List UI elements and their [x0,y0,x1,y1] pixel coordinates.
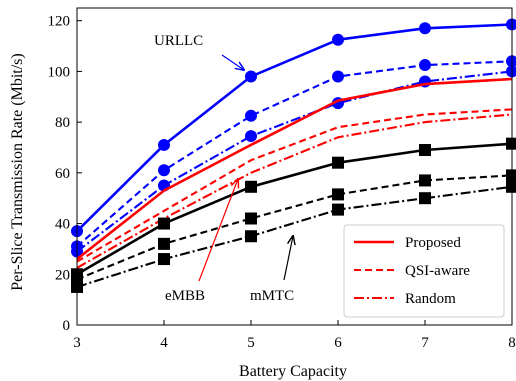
data-point-urllc-qsi-aware [332,70,344,83]
data-point-mmtc-qsi-aware [419,174,431,187]
annotation-embb: eMBB [165,288,205,304]
legend-label-proposed: Proposed [405,235,461,251]
series-urllc-proposed [71,18,516,238]
series-embb-proposed [76,77,513,261]
x-axis-label: Battery Capacity [239,363,347,380]
x-tick-label: 3 [73,335,81,351]
y-axis-ticks: 0 20 40 60 80 100 120 [48,14,82,334]
y-tick-label: 100 [48,64,71,80]
y-tick-label: 20 [55,267,70,283]
data-point-urllc-qsi-aware [245,109,257,122]
annotation-urllc-arrow [221,54,244,70]
legend: Proposed QSI-aware Random [343,224,505,318]
series-line-embb-proposed [76,77,513,261]
data-point-urllc-random [506,65,516,78]
data-point-mmtc-random [419,192,431,205]
annotation-mmtc-arrow [283,236,293,281]
annotation-urllc: URLLC [154,33,203,49]
data-point-urllc-proposed [419,22,431,35]
y-tick-label: 120 [48,14,71,30]
y-tick-label: 0 [63,318,71,334]
plot-frame [76,7,513,326]
data-point-mmtc-random [332,203,344,216]
series-line-urllc-proposed [76,23,513,233]
annotation-embb-arrow [198,179,238,282]
data-point-mmtc-proposed [419,144,431,157]
data-point-urllc-proposed [158,138,170,151]
series-layer [71,18,516,293]
annotation-mmtc: mMTC [250,288,294,304]
series-line-embb-qsi-aware [76,108,513,263]
data-point-mmtc-proposed [332,156,344,169]
legend-label-random: Random [405,291,456,307]
series-line-urllc-qsi-aware [76,60,513,248]
data-point-mmtc-proposed [158,217,170,230]
data-point-urllc-proposed [245,70,257,83]
legend-label-qsi-aware: QSI-aware [405,263,470,279]
data-point-urllc-qsi-aware [506,55,516,68]
data-point-urllc-proposed [506,18,516,31]
legend-box [343,224,505,318]
y-tick-label: 40 [55,217,70,233]
series-line-mmtc-qsi-aware [76,174,513,281]
x-tick-label: 6 [334,335,342,351]
series-line-mmtc-random [76,185,513,288]
series-line-urllc-random [76,70,513,253]
data-point-mmtc-random [506,180,516,193]
data-point-mmtc-random [158,253,170,266]
y-axis-label: Per-Slice Transmission Rate (Mbit/s) [9,53,26,290]
data-point-mmtc-qsi-aware [245,212,257,225]
data-point-mmtc-qsi-aware [158,237,170,250]
data-point-urllc-qsi-aware [419,59,431,72]
data-point-mmtc-proposed [245,180,257,193]
data-point-urllc-random [245,130,257,143]
data-point-mmtc-random [245,230,257,243]
series-line-mmtc-proposed [76,142,513,276]
x-tick-label: 8 [508,335,516,351]
data-point-mmtc-qsi-aware [506,169,516,182]
data-point-urllc-proposed [332,33,344,46]
series-embb-qsi-aware [76,108,513,263]
y-tick-label: 60 [55,166,70,182]
data-point-urllc-qsi-aware [158,164,170,177]
x-tick-label: 4 [160,335,168,351]
y-tick-label: 80 [55,115,70,131]
data-point-mmtc-qsi-aware [332,188,344,201]
x-tick-label: 5 [247,335,255,351]
x-tick-label: 7 [421,335,429,351]
data-point-mmtc-proposed [506,137,516,150]
annotations: URLLC eMBB mMTC [154,33,294,304]
